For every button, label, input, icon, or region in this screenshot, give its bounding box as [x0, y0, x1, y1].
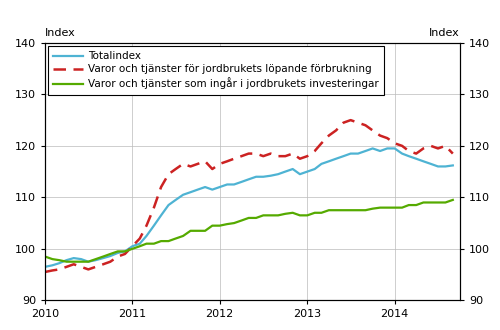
Text: Index: Index [429, 28, 460, 38]
Line: Totalindex: Totalindex [45, 148, 453, 267]
Text: Index: Index [45, 28, 76, 38]
Legend: Totalindex, Varor och tjänster för jordbrukets löpande förbrukning, Varor och tj: Totalindex, Varor och tjänster för jordb… [48, 46, 384, 95]
Line: Varor och tjänster för jordbrukets löpande förbrukning: Varor och tjänster för jordbrukets löpan… [45, 120, 453, 272]
Line: Varor och tjänster som ingår i jordbrukets investeringar: Varor och tjänster som ingår i jordbruke… [45, 200, 453, 262]
